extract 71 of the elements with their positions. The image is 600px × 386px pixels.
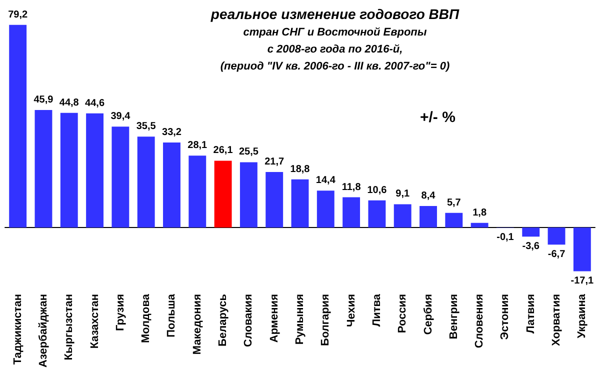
bar: [470, 222, 488, 228]
data-label: -6,7: [548, 249, 566, 260]
bar: [188, 156, 206, 228]
x-tick-label: Чехия: [345, 294, 358, 327]
bar: [9, 24, 27, 228]
bar: [548, 227, 566, 245]
x-tick-label: Эстония: [499, 294, 512, 340]
data-label: -0,1: [496, 232, 514, 244]
x-tick-label: Молдова: [140, 293, 152, 344]
x-tick-label: Беларусь: [217, 294, 230, 346]
chart-title: реальное изменение годового ВВП: [210, 6, 460, 22]
data-label: 25,5: [238, 146, 259, 158]
bar: [342, 197, 360, 228]
bar: [112, 126, 130, 228]
bar: [394, 204, 412, 228]
data-label: 5,7: [446, 197, 462, 208]
bar: [573, 227, 591, 272]
x-tick-label: Словения: [474, 294, 486, 348]
bar: [522, 227, 540, 237]
data-label: 35,5: [136, 121, 156, 132]
x-tick-label: Литва: [370, 293, 383, 327]
data-label: 14,4: [316, 175, 336, 186]
x-tick-label: Украина: [576, 293, 588, 338]
x-tick-label: Россия: [396, 294, 409, 334]
bar: [240, 162, 258, 228]
bar: [86, 113, 104, 228]
data-label: 10,6: [367, 184, 388, 196]
data-label: 26,1: [213, 145, 234, 156]
data-label: 45,9: [34, 94, 54, 106]
data-label: 39,4: [110, 111, 131, 122]
x-tick-label: Венгрия: [448, 294, 460, 340]
x-tick-label: Сербия: [422, 294, 434, 335]
x-tick-label: Грузия: [114, 294, 126, 332]
bar: [60, 112, 78, 228]
annotation: +/- %: [420, 109, 456, 126]
data-label: 18,8: [290, 164, 310, 175]
bar: [316, 190, 334, 228]
data-label: 21,7: [264, 156, 285, 168]
data-label: 8,4: [421, 190, 436, 202]
bar: [163, 142, 180, 228]
bar: [214, 160, 232, 228]
bar: [34, 110, 52, 228]
data-label: -3,6: [522, 241, 540, 252]
data-label: 28,1: [188, 140, 208, 152]
x-tick-label: Латвия: [524, 294, 537, 334]
x-tick-label: Кыргызстан: [63, 294, 76, 360]
x-tick-label: Хорватия: [550, 294, 563, 346]
bar: [291, 179, 309, 228]
data-label: 44,6: [85, 98, 105, 109]
bar: [420, 206, 437, 228]
x-tick-label: Таджикистан: [12, 294, 24, 365]
x-tick-label: Казахстан: [88, 294, 101, 349]
data-label: 9,1: [396, 188, 410, 200]
data-label: 44,8: [59, 97, 80, 108]
bar: [445, 212, 463, 228]
x-tick-label: Румыния: [294, 294, 306, 345]
x-tick-label: Азербайджан: [37, 294, 50, 368]
x-tick-label: Болгария: [320, 294, 332, 346]
data-label: 33,2: [162, 127, 182, 138]
bar: [266, 172, 284, 228]
data-label: -17,1: [570, 276, 594, 287]
bar: [368, 200, 386, 228]
data-label: 1,8: [472, 207, 487, 218]
text: стран СНГ и Восточной Европы с 2008-го года по 2016-й, (период "IV кв. 2006-го - III кв. 2007-го"= 0): [220, 26, 450, 72]
data-label: 79,2: [8, 9, 28, 20]
x-tick-label: Словакия: [242, 294, 255, 347]
x-tick-label: Польша: [166, 293, 178, 338]
x-tick-label: Македония: [191, 294, 204, 355]
x-tick-label: Армения: [268, 294, 280, 343]
data-label: 11,8: [342, 182, 362, 193]
bar: [137, 136, 155, 228]
